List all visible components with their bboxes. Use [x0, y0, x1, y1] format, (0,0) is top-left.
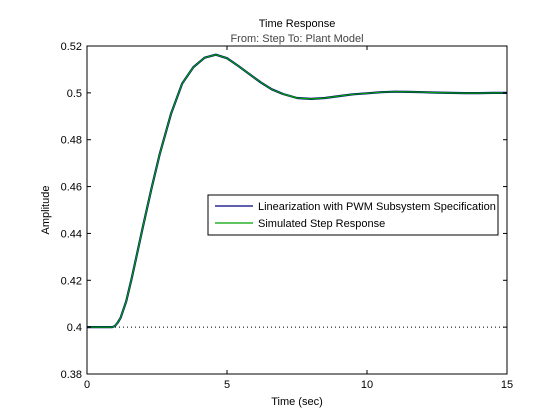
- y-tick-label: 0.48: [61, 135, 82, 147]
- x-tick-label: 5: [224, 379, 230, 391]
- y-tick-label: 0.38: [61, 369, 82, 381]
- y-tick-label: 0.4: [67, 322, 82, 334]
- y-axis-label: Amplitude: [40, 186, 52, 235]
- x-axis-label: Time (sec): [271, 396, 323, 408]
- legend: Linearization with PWM Subsystem Specifi…: [208, 195, 498, 235]
- y-tick-label: 0.42: [61, 275, 82, 287]
- y-tick-label: 0.5: [67, 88, 82, 100]
- y-tick-label: 0.52: [61, 41, 82, 53]
- x-tick-label: 0: [84, 379, 90, 391]
- x-tick-label: 15: [501, 379, 513, 391]
- chart-title: Time Response: [259, 18, 336, 30]
- y-tick-label: 0.46: [61, 182, 82, 194]
- x-tick-label: 10: [361, 379, 373, 391]
- chart-subtitle: From: Step To: Plant Model: [230, 33, 363, 45]
- y-tick-label: 0.44: [61, 228, 82, 240]
- legend-entry-linearization: Linearization with PWM Subsystem Specifi…: [258, 201, 496, 213]
- legend-entry-simulated: Simulated Step Response: [258, 218, 385, 230]
